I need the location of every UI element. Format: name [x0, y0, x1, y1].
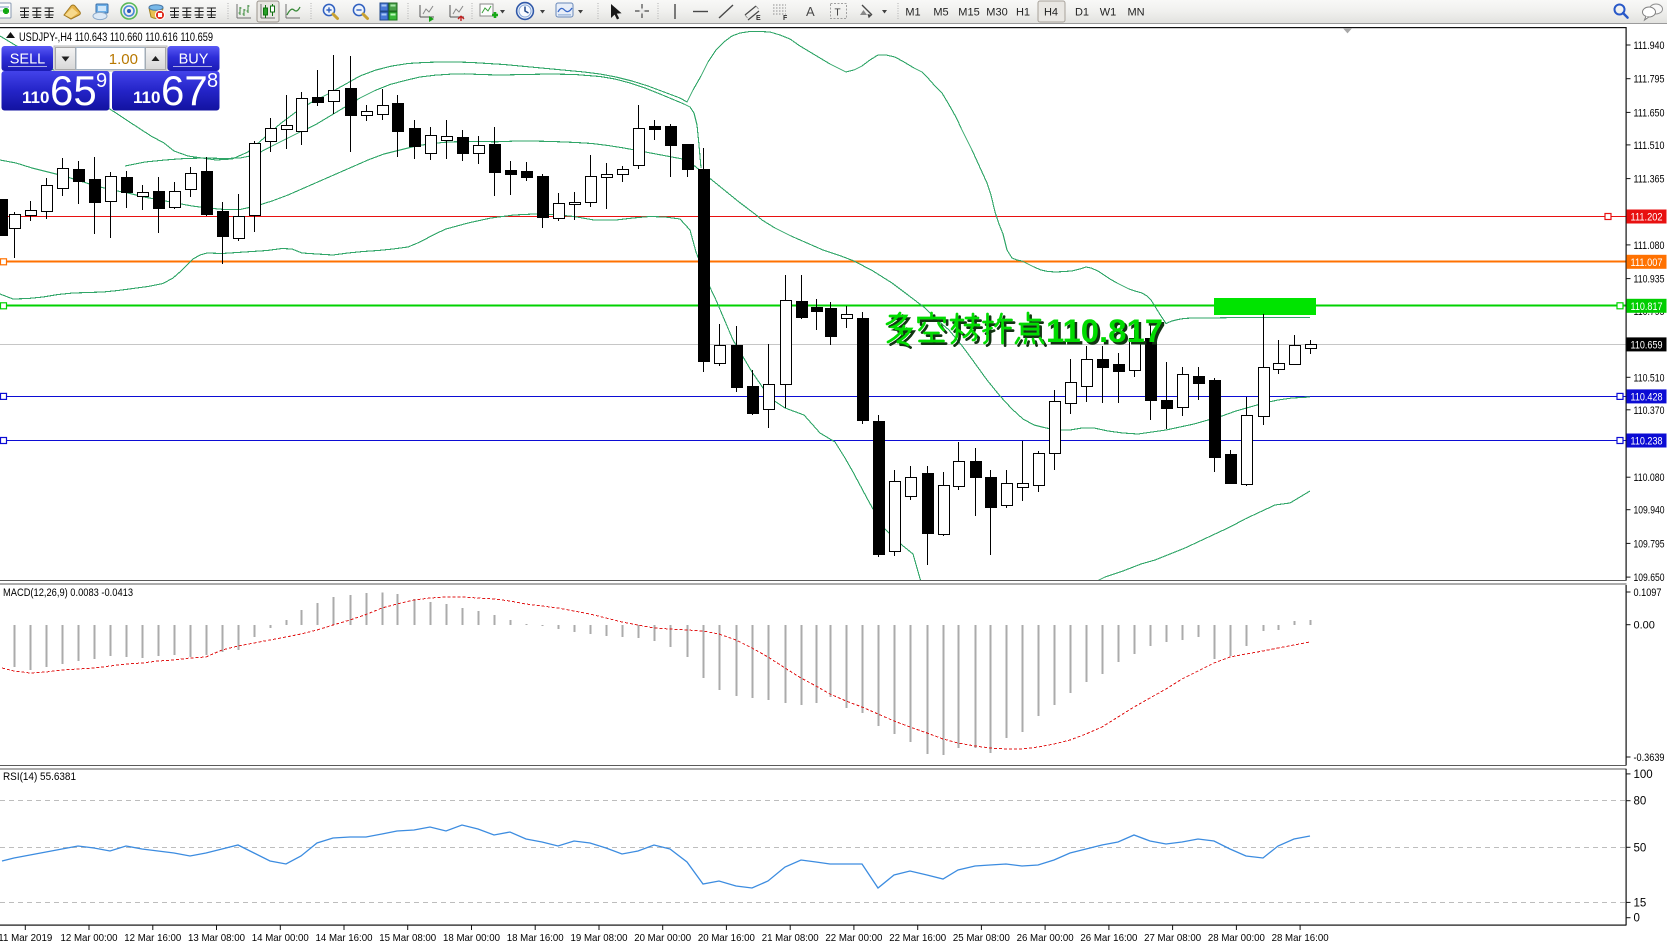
svg-text:110.428: 110.428 — [1631, 391, 1663, 403]
svg-text:USDJPY-,H4 110.643 110.660 11: USDJPY-,H4 110.643 110.660 110.616 110.6… — [19, 32, 213, 44]
svg-text:19 Mar 08:00: 19 Mar 08:00 — [571, 932, 628, 944]
svg-text:18 Mar 00:00: 18 Mar 00:00 — [443, 932, 500, 944]
svg-text:111.365: 111.365 — [1634, 174, 1665, 186]
svg-text:M1: M1 — [905, 7, 920, 19]
svg-text:111.080: 111.080 — [1634, 240, 1665, 252]
svg-text:100: 100 — [1634, 769, 1653, 781]
svg-text:110.817: 110.817 — [1049, 316, 1166, 352]
svg-text:H1: H1 — [1016, 7, 1030, 19]
svg-text:H4: H4 — [1044, 7, 1058, 19]
svg-text:W1: W1 — [1100, 7, 1117, 19]
svg-text:1.00: 1.00 — [109, 51, 138, 68]
svg-text:RSI(14) 55.6381: RSI(14) 55.6381 — [3, 771, 76, 783]
svg-text:110.659: 110.659 — [1631, 339, 1663, 351]
svg-text:109.940: 109.940 — [1634, 505, 1665, 517]
svg-text:11 Mar 2019: 11 Mar 2019 — [0, 932, 52, 944]
svg-text:110: 110 — [133, 88, 160, 107]
svg-text:111.007: 111.007 — [1631, 257, 1663, 269]
svg-text:28 Mar 00:00: 28 Mar 00:00 — [1208, 932, 1265, 944]
svg-text:110.817: 110.817 — [1631, 301, 1663, 313]
svg-text:67: 67 — [161, 67, 208, 114]
svg-text:50: 50 — [1634, 842, 1647, 854]
svg-text:9: 9 — [96, 70, 107, 92]
svg-text:111.202: 111.202 — [1631, 212, 1663, 224]
svg-text:18 Mar 16:00: 18 Mar 16:00 — [507, 932, 564, 944]
svg-text:111.795: 111.795 — [1634, 74, 1665, 86]
svg-text:T: T — [835, 8, 841, 19]
svg-text:M5: M5 — [933, 7, 948, 19]
svg-text:111.650: 111.650 — [1634, 107, 1665, 119]
svg-text:13 Mar 08:00: 13 Mar 08:00 — [188, 932, 245, 944]
svg-text:14 Mar 00:00: 14 Mar 00:00 — [252, 932, 309, 944]
svg-text:111.940: 111.940 — [1634, 40, 1665, 52]
svg-text:A: A — [806, 4, 815, 19]
svg-text:MN: MN — [1127, 7, 1144, 19]
svg-text:20 Mar 00:00: 20 Mar 00:00 — [634, 932, 691, 944]
svg-text:110: 110 — [22, 88, 49, 107]
svg-text:22 Mar 00:00: 22 Mar 00:00 — [825, 932, 882, 944]
svg-text:25 Mar 08:00: 25 Mar 08:00 — [953, 932, 1010, 944]
svg-text:15 Mar 08:00: 15 Mar 08:00 — [379, 932, 436, 944]
svg-text:F: F — [783, 15, 788, 22]
svg-text:12 Mar 00:00: 12 Mar 00:00 — [61, 932, 118, 944]
svg-text:26 Mar 00:00: 26 Mar 00:00 — [1017, 932, 1074, 944]
svg-text:110.510: 110.510 — [1634, 372, 1665, 384]
svg-text:D1: D1 — [1075, 7, 1089, 19]
svg-text:M30: M30 — [986, 7, 1007, 19]
svg-text:28 Mar 16:00: 28 Mar 16:00 — [1272, 932, 1329, 944]
svg-text:110.817: 110.817 — [1046, 313, 1163, 349]
svg-text:0.00: 0.00 — [1634, 620, 1655, 632]
svg-text:110.370: 110.370 — [1634, 405, 1665, 417]
svg-text:-0.3639: -0.3639 — [1634, 752, 1665, 764]
svg-text:110.238: 110.238 — [1631, 436, 1663, 448]
svg-text:20 Mar 16:00: 20 Mar 16:00 — [698, 932, 755, 944]
svg-text:21 Mar 08:00: 21 Mar 08:00 — [762, 932, 819, 944]
svg-text:BUY: BUY — [179, 52, 209, 68]
svg-text:MACD(12,26,9) 0.0083 -0.0413: MACD(12,26,9) 0.0083 -0.0413 — [3, 587, 133, 599]
svg-text:E: E — [756, 15, 761, 22]
svg-text:14 Mar 16:00: 14 Mar 16:00 — [316, 932, 373, 944]
svg-text:0.1097: 0.1097 — [1634, 587, 1662, 599]
svg-text:M15: M15 — [958, 7, 979, 19]
svg-text:110.935: 110.935 — [1634, 274, 1665, 286]
svg-text:80: 80 — [1634, 796, 1647, 808]
svg-text:65: 65 — [50, 67, 97, 114]
svg-text:109.795: 109.795 — [1634, 538, 1665, 550]
svg-text:109.650: 109.650 — [1634, 572, 1665, 584]
svg-text:15: 15 — [1634, 897, 1647, 909]
svg-text:0: 0 — [1634, 913, 1640, 925]
svg-text:SELL: SELL — [10, 52, 45, 68]
svg-text:26 Mar 16:00: 26 Mar 16:00 — [1080, 932, 1137, 944]
svg-text:111.510: 111.510 — [1634, 140, 1665, 152]
svg-text:12 Mar 16:00: 12 Mar 16:00 — [124, 932, 181, 944]
svg-text:27 Mar 08:00: 27 Mar 08:00 — [1144, 932, 1201, 944]
svg-text:8: 8 — [207, 70, 218, 92]
svg-text:22 Mar 16:00: 22 Mar 16:00 — [889, 932, 946, 944]
svg-text:110.080: 110.080 — [1634, 472, 1665, 484]
